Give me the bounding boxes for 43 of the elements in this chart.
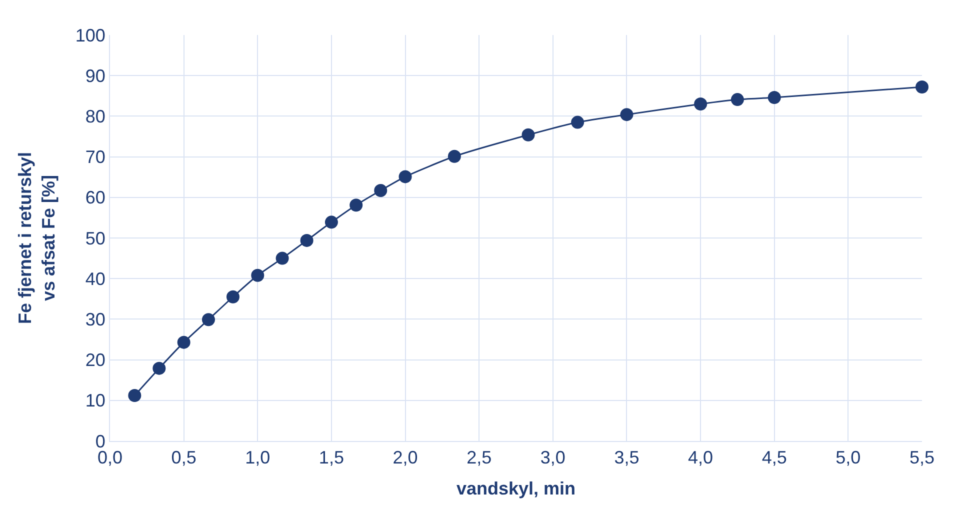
- y-tick-label: 70: [85, 147, 106, 168]
- point: [916, 80, 928, 94]
- x-tick-label: 4,0: [688, 448, 714, 468]
- y-tick-label: 50: [85, 228, 106, 248]
- point: [202, 313, 215, 326]
- y-tick-label: 90: [85, 66, 106, 86]
- x-tick-label: 2,0: [392, 448, 418, 468]
- y-tick-label: 100: [75, 25, 106, 46]
- point: [324, 216, 338, 229]
- x-tick-label: 3,0: [540, 448, 566, 468]
- point: [276, 252, 289, 265]
- point: [522, 128, 535, 142]
- y-tick-label: 10: [85, 390, 106, 411]
- point: [152, 362, 166, 375]
- point: [448, 150, 461, 163]
- point: [730, 93, 744, 106]
- y-tick-label: 30: [85, 310, 106, 330]
- x-tick-label: 1,0: [245, 448, 270, 468]
- x-tick-label: 5,0: [836, 448, 861, 468]
- x-tick-label: 5,5: [909, 448, 935, 468]
- point: [300, 234, 314, 247]
- point: [398, 170, 412, 184]
- y-tick-label: 80: [85, 106, 106, 126]
- x-tick-label: 3,5: [614, 448, 640, 468]
- point: [177, 336, 190, 349]
- x-tick-label: 2,5: [466, 448, 492, 468]
- point: [694, 98, 708, 111]
- y-axis-title: Fe fjernet i returskyl vs afsat Fe [%]: [15, 152, 59, 324]
- x-tick-label: 4,5: [762, 448, 787, 468]
- y-tick-label: 20: [85, 350, 106, 370]
- point: [128, 389, 142, 402]
- point: [571, 116, 584, 129]
- x-axis-title: vandskyl, min: [456, 478, 576, 499]
- point: [620, 108, 634, 122]
- point: [251, 268, 264, 282]
- y-tick-label: 60: [85, 188, 106, 208]
- point: [226, 290, 240, 304]
- point: [374, 184, 388, 197]
- x-tick-label: 0,5: [171, 448, 196, 468]
- y-tick-label: 40: [85, 268, 106, 289]
- point: [350, 198, 363, 212]
- x-tick-label: 1,5: [318, 448, 344, 468]
- point: [768, 91, 781, 104]
